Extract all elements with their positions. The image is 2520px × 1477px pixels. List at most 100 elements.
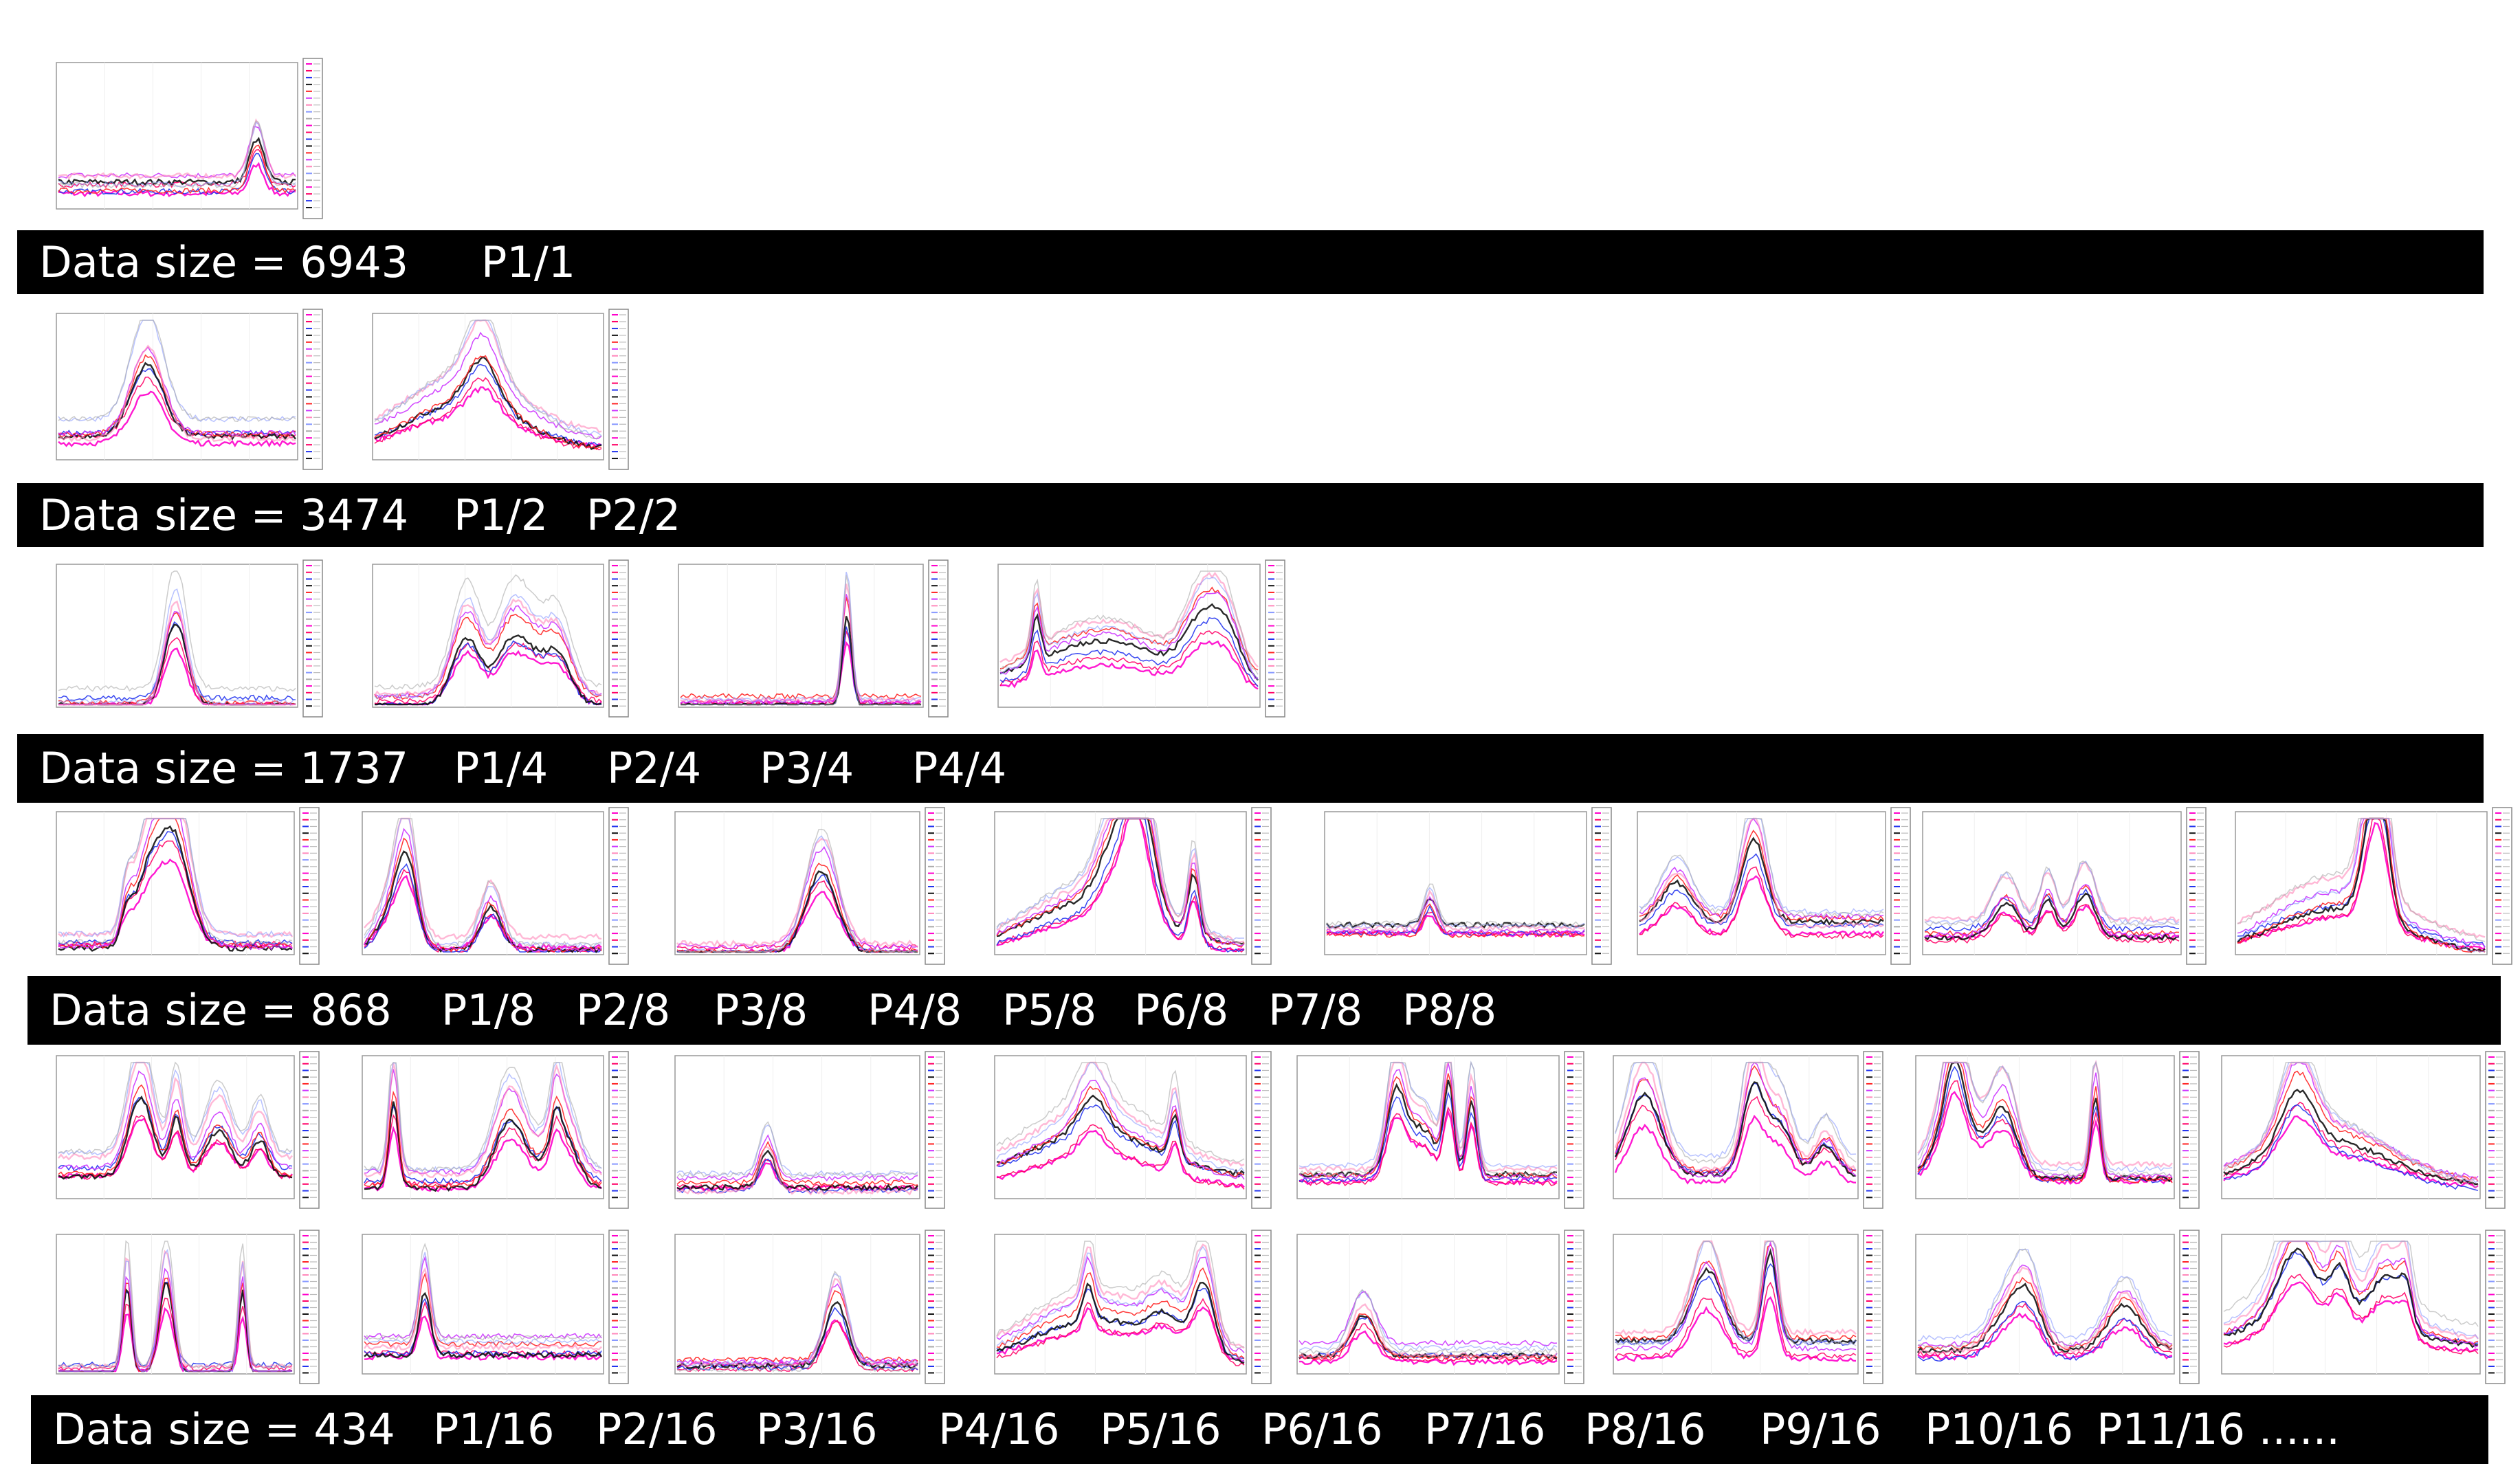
spectrum-line <box>2237 818 2486 953</box>
spectrum-line <box>999 570 1259 675</box>
spectrum-line <box>363 874 602 951</box>
spectrum-line <box>676 1278 918 1368</box>
spectrum-line <box>1639 875 1884 938</box>
spectrum-line <box>1298 1079 1558 1179</box>
partition-label: P5/8 <box>1002 985 1097 1035</box>
spectrum-line <box>58 621 296 702</box>
plot-frame <box>994 1055 1247 1199</box>
partition-label: P1/16 <box>433 1404 555 1454</box>
spectrum-line <box>58 136 296 186</box>
spectrum-line <box>996 1080 1245 1180</box>
spectrum-line <box>1924 904 2180 944</box>
spectrum-line <box>58 1240 293 1370</box>
spectrum-line <box>1917 1061 2173 1183</box>
spectrum-line <box>364 818 602 948</box>
partition-label: P3/4 <box>760 743 854 793</box>
spectrum-line <box>1615 1281 1857 1359</box>
spectra-plot-thumbnail <box>1598 1223 1887 1392</box>
spectrum-line <box>58 588 296 705</box>
spectrum-line <box>2223 1089 2479 1186</box>
spectra-plot-thumbnail <box>2220 801 2516 973</box>
partition-label: P4/8 <box>867 985 962 1035</box>
plot-frame <box>372 564 604 708</box>
data-size-label: Data size = 3474 <box>39 489 409 540</box>
spectrum-line <box>676 1149 918 1192</box>
spectrum-line <box>364 1291 603 1359</box>
spectrum-line <box>2223 1241 2479 1339</box>
spectrum-line <box>58 1062 293 1156</box>
spectrum-line <box>58 120 296 189</box>
spectrum-line <box>1298 1073 1558 1179</box>
partition-label: P5/16 <box>1100 1404 1222 1454</box>
partition-label: P2/16 <box>596 1404 718 1454</box>
spectrum-line <box>58 390 296 448</box>
spectra-plot-thumbnail <box>1901 1045 2203 1217</box>
spectrum-line <box>996 1241 1244 1349</box>
spectrum-line <box>996 1124 1245 1190</box>
spectrum-line <box>58 570 296 692</box>
spectrum-line <box>374 355 602 450</box>
spectrum-line <box>996 1085 1245 1178</box>
spectrum-line <box>1326 883 1585 927</box>
spectrum-line <box>1639 818 1884 918</box>
plot-frame <box>56 811 295 955</box>
spectrum-line <box>364 1101 602 1192</box>
spectrum-line <box>58 818 293 946</box>
spectrum-line <box>996 1062 1245 1163</box>
spectrum-line <box>364 1242 602 1342</box>
spectra-plot-thumbnail <box>41 1223 323 1392</box>
data-size-label: Data size = 1737 <box>39 743 409 793</box>
spectrum-line <box>999 640 1259 690</box>
spectrum-line <box>999 577 1259 680</box>
spectrum-line <box>375 634 602 706</box>
spectrum-line <box>364 1061 602 1173</box>
partition-label: P4/16 <box>938 1404 1060 1454</box>
partition-label: P1/8 <box>441 985 536 1035</box>
spectrum-line <box>999 592 1259 679</box>
spectrum-line <box>58 344 296 443</box>
plot-frame <box>362 811 604 955</box>
spectrum-line <box>996 1104 1245 1178</box>
data-size-band: Data size = 1737 P1/4 P2/4 P3/4 P4/4 <box>17 734 2484 803</box>
spectrum-line <box>1615 1241 1857 1352</box>
spectrum-line <box>1298 1289 1558 1355</box>
spectrum-line <box>1298 1091 1558 1183</box>
spectrum-line <box>58 320 296 423</box>
partition-label: P2/8 <box>576 985 671 1035</box>
spectrum-line <box>364 1255 602 1340</box>
partition-label: P2/2 <box>586 489 681 540</box>
spectrum-line <box>1917 1248 2173 1342</box>
spectra-plot-thumbnail <box>660 1045 949 1217</box>
spectrum-line <box>681 575 921 705</box>
spectrum-line <box>1615 1061 1857 1178</box>
partition-label: P11/16 ...... <box>2097 1404 2341 1454</box>
spectra-plot-thumbnail <box>41 302 327 478</box>
spectrum-line <box>999 617 1259 687</box>
spectrum-line <box>58 1070 293 1170</box>
spectrum-line <box>1916 1282 2173 1354</box>
data-size-band: Data size = 6943 P1/1 <box>17 230 2484 294</box>
data-size-label: Data size = 434 <box>53 1404 395 1454</box>
spectra-plot-thumbnail <box>1908 801 2210 973</box>
spectrum-line <box>58 1097 293 1172</box>
spectrum-line <box>364 828 602 953</box>
spectrum-line <box>2223 1062 2479 1184</box>
spectra-plot-thumbnail <box>1622 801 1914 973</box>
spectrum-line <box>1639 830 1884 922</box>
plot-frame <box>1613 1234 1859 1375</box>
spectrum-line <box>680 584 922 704</box>
spectrum-line <box>996 1062 1245 1173</box>
partition-label: P10/16 <box>1925 1404 2074 1454</box>
partition-label: P1/2 <box>454 489 549 540</box>
plot-frame <box>56 564 298 708</box>
spectra-plot-thumbnail <box>41 801 323 973</box>
spectrum-line <box>1615 1241 1857 1346</box>
spectrum-line <box>1924 883 2180 938</box>
spectrum-line <box>676 1270 918 1373</box>
spectrum-line <box>2223 1062 2479 1188</box>
spectrum-line <box>2223 1104 2479 1191</box>
spectra-plot-thumbnail <box>1282 1045 1588 1217</box>
data-size-band: Data size = 868 P1/8 P2/8 P3/8 P4/8 P5/8 P6/8 P… <box>27 976 2501 1045</box>
spectrum-line <box>676 1272 918 1367</box>
spectrum-line <box>680 571 922 703</box>
